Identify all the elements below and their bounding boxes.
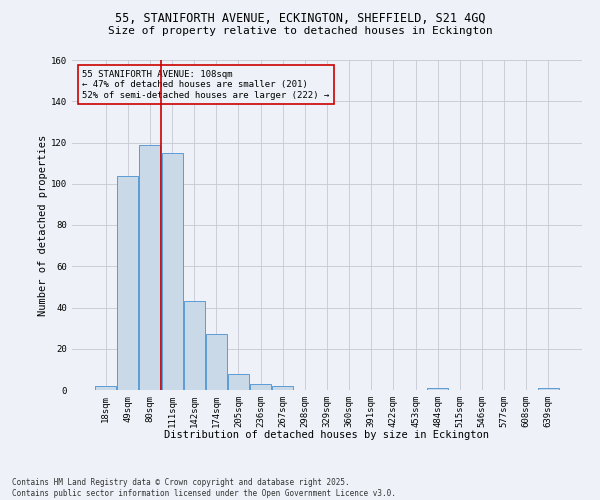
Bar (538, 388, 559, 390)
Bar (161, 153, 182, 390)
Bar (427, 388, 448, 390)
Bar (118, 176, 139, 390)
Text: Contains HM Land Registry data © Crown copyright and database right 2025.
Contai: Contains HM Land Registry data © Crown c… (12, 478, 396, 498)
Bar (184, 302, 205, 390)
Bar (139, 144, 160, 390)
Bar (272, 386, 293, 390)
Bar (95, 386, 116, 390)
X-axis label: Distribution of detached houses by size in Eckington: Distribution of detached houses by size … (164, 430, 490, 440)
Text: 55, STANIFORTH AVENUE, ECKINGTON, SHEFFIELD, S21 4GQ: 55, STANIFORTH AVENUE, ECKINGTON, SHEFFI… (115, 12, 485, 26)
Y-axis label: Number of detached properties: Number of detached properties (38, 134, 48, 316)
Text: Size of property relative to detached houses in Eckington: Size of property relative to detached ho… (107, 26, 493, 36)
Text: 55 STANIFORTH AVENUE: 108sqm
← 47% of detached houses are smaller (201)
52% of s: 55 STANIFORTH AVENUE: 108sqm ← 47% of de… (82, 70, 329, 100)
Bar (228, 374, 249, 390)
Bar (206, 334, 227, 390)
Bar (250, 384, 271, 390)
